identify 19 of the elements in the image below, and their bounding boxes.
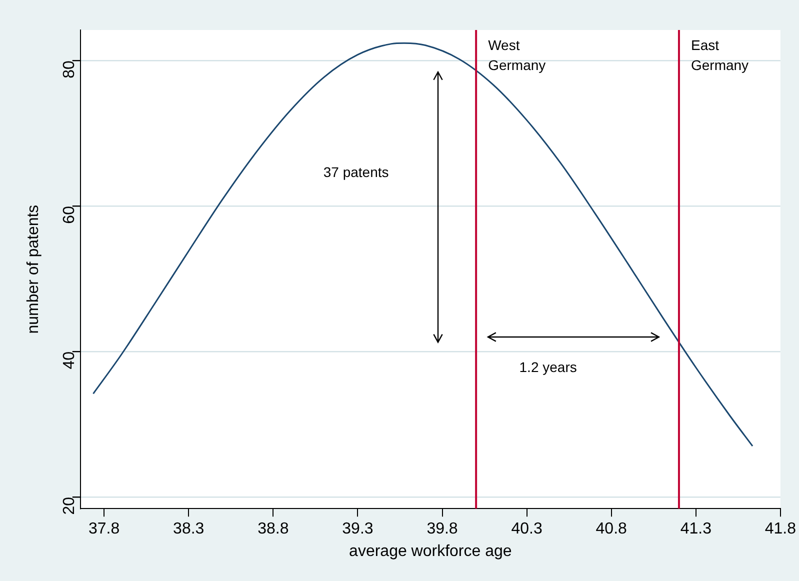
x-tick-label: 38.8 — [258, 520, 289, 538]
y-tick-label: 80 — [60, 60, 78, 78]
x-tick-label: 41.3 — [680, 520, 712, 538]
y-tick-label: 60 — [60, 206, 78, 224]
x-axis-title: average workforce age — [349, 542, 512, 560]
annotation: 37 patents — [323, 164, 389, 180]
x-tick-label: 39.8 — [426, 520, 458, 538]
ref-line-label: West Germany — [488, 36, 546, 73]
y-axis-title: number of patents — [25, 204, 42, 334]
x-tick-label: 40.3 — [511, 520, 542, 538]
annotation: 1.2 years — [519, 358, 577, 375]
x-tick-label: 41.8 — [764, 520, 796, 538]
x-tick-label: 40.8 — [596, 520, 628, 538]
x-tick-label: 38.3 — [173, 520, 204, 538]
y-tick-label: 40 — [60, 351, 78, 370]
x-tick-label: 39.3 — [342, 520, 374, 538]
x-tick-label: 37.8 — [88, 520, 120, 538]
y-tick-label: 20 — [60, 496, 78, 515]
ref-line-label: East Germany — [690, 36, 749, 73]
